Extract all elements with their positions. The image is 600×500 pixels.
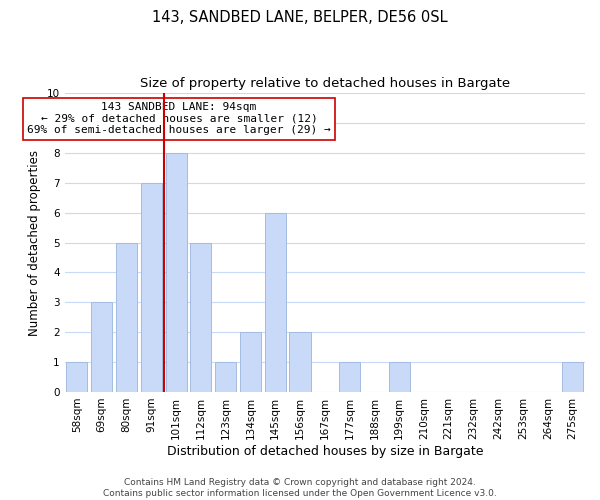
Bar — [562, 362, 583, 392]
Bar — [141, 182, 162, 392]
Y-axis label: Number of detached properties: Number of detached properties — [28, 150, 41, 336]
Bar — [190, 242, 211, 392]
Text: 143, SANDBED LANE, BELPER, DE56 0SL: 143, SANDBED LANE, BELPER, DE56 0SL — [152, 10, 448, 25]
Title: Size of property relative to detached houses in Bargate: Size of property relative to detached ho… — [140, 78, 510, 90]
Text: Contains HM Land Registry data © Crown copyright and database right 2024.
Contai: Contains HM Land Registry data © Crown c… — [103, 478, 497, 498]
Text: 143 SANDBED LANE: 94sqm
← 29% of detached houses are smaller (12)
69% of semi-de: 143 SANDBED LANE: 94sqm ← 29% of detache… — [27, 102, 331, 135]
Bar — [389, 362, 410, 392]
Bar — [166, 153, 187, 392]
Bar — [67, 362, 88, 392]
Bar — [215, 362, 236, 392]
Bar — [265, 212, 286, 392]
X-axis label: Distribution of detached houses by size in Bargate: Distribution of detached houses by size … — [167, 444, 483, 458]
Bar — [116, 242, 137, 392]
Bar — [240, 332, 261, 392]
Bar — [289, 332, 311, 392]
Bar — [339, 362, 360, 392]
Bar — [91, 302, 112, 392]
